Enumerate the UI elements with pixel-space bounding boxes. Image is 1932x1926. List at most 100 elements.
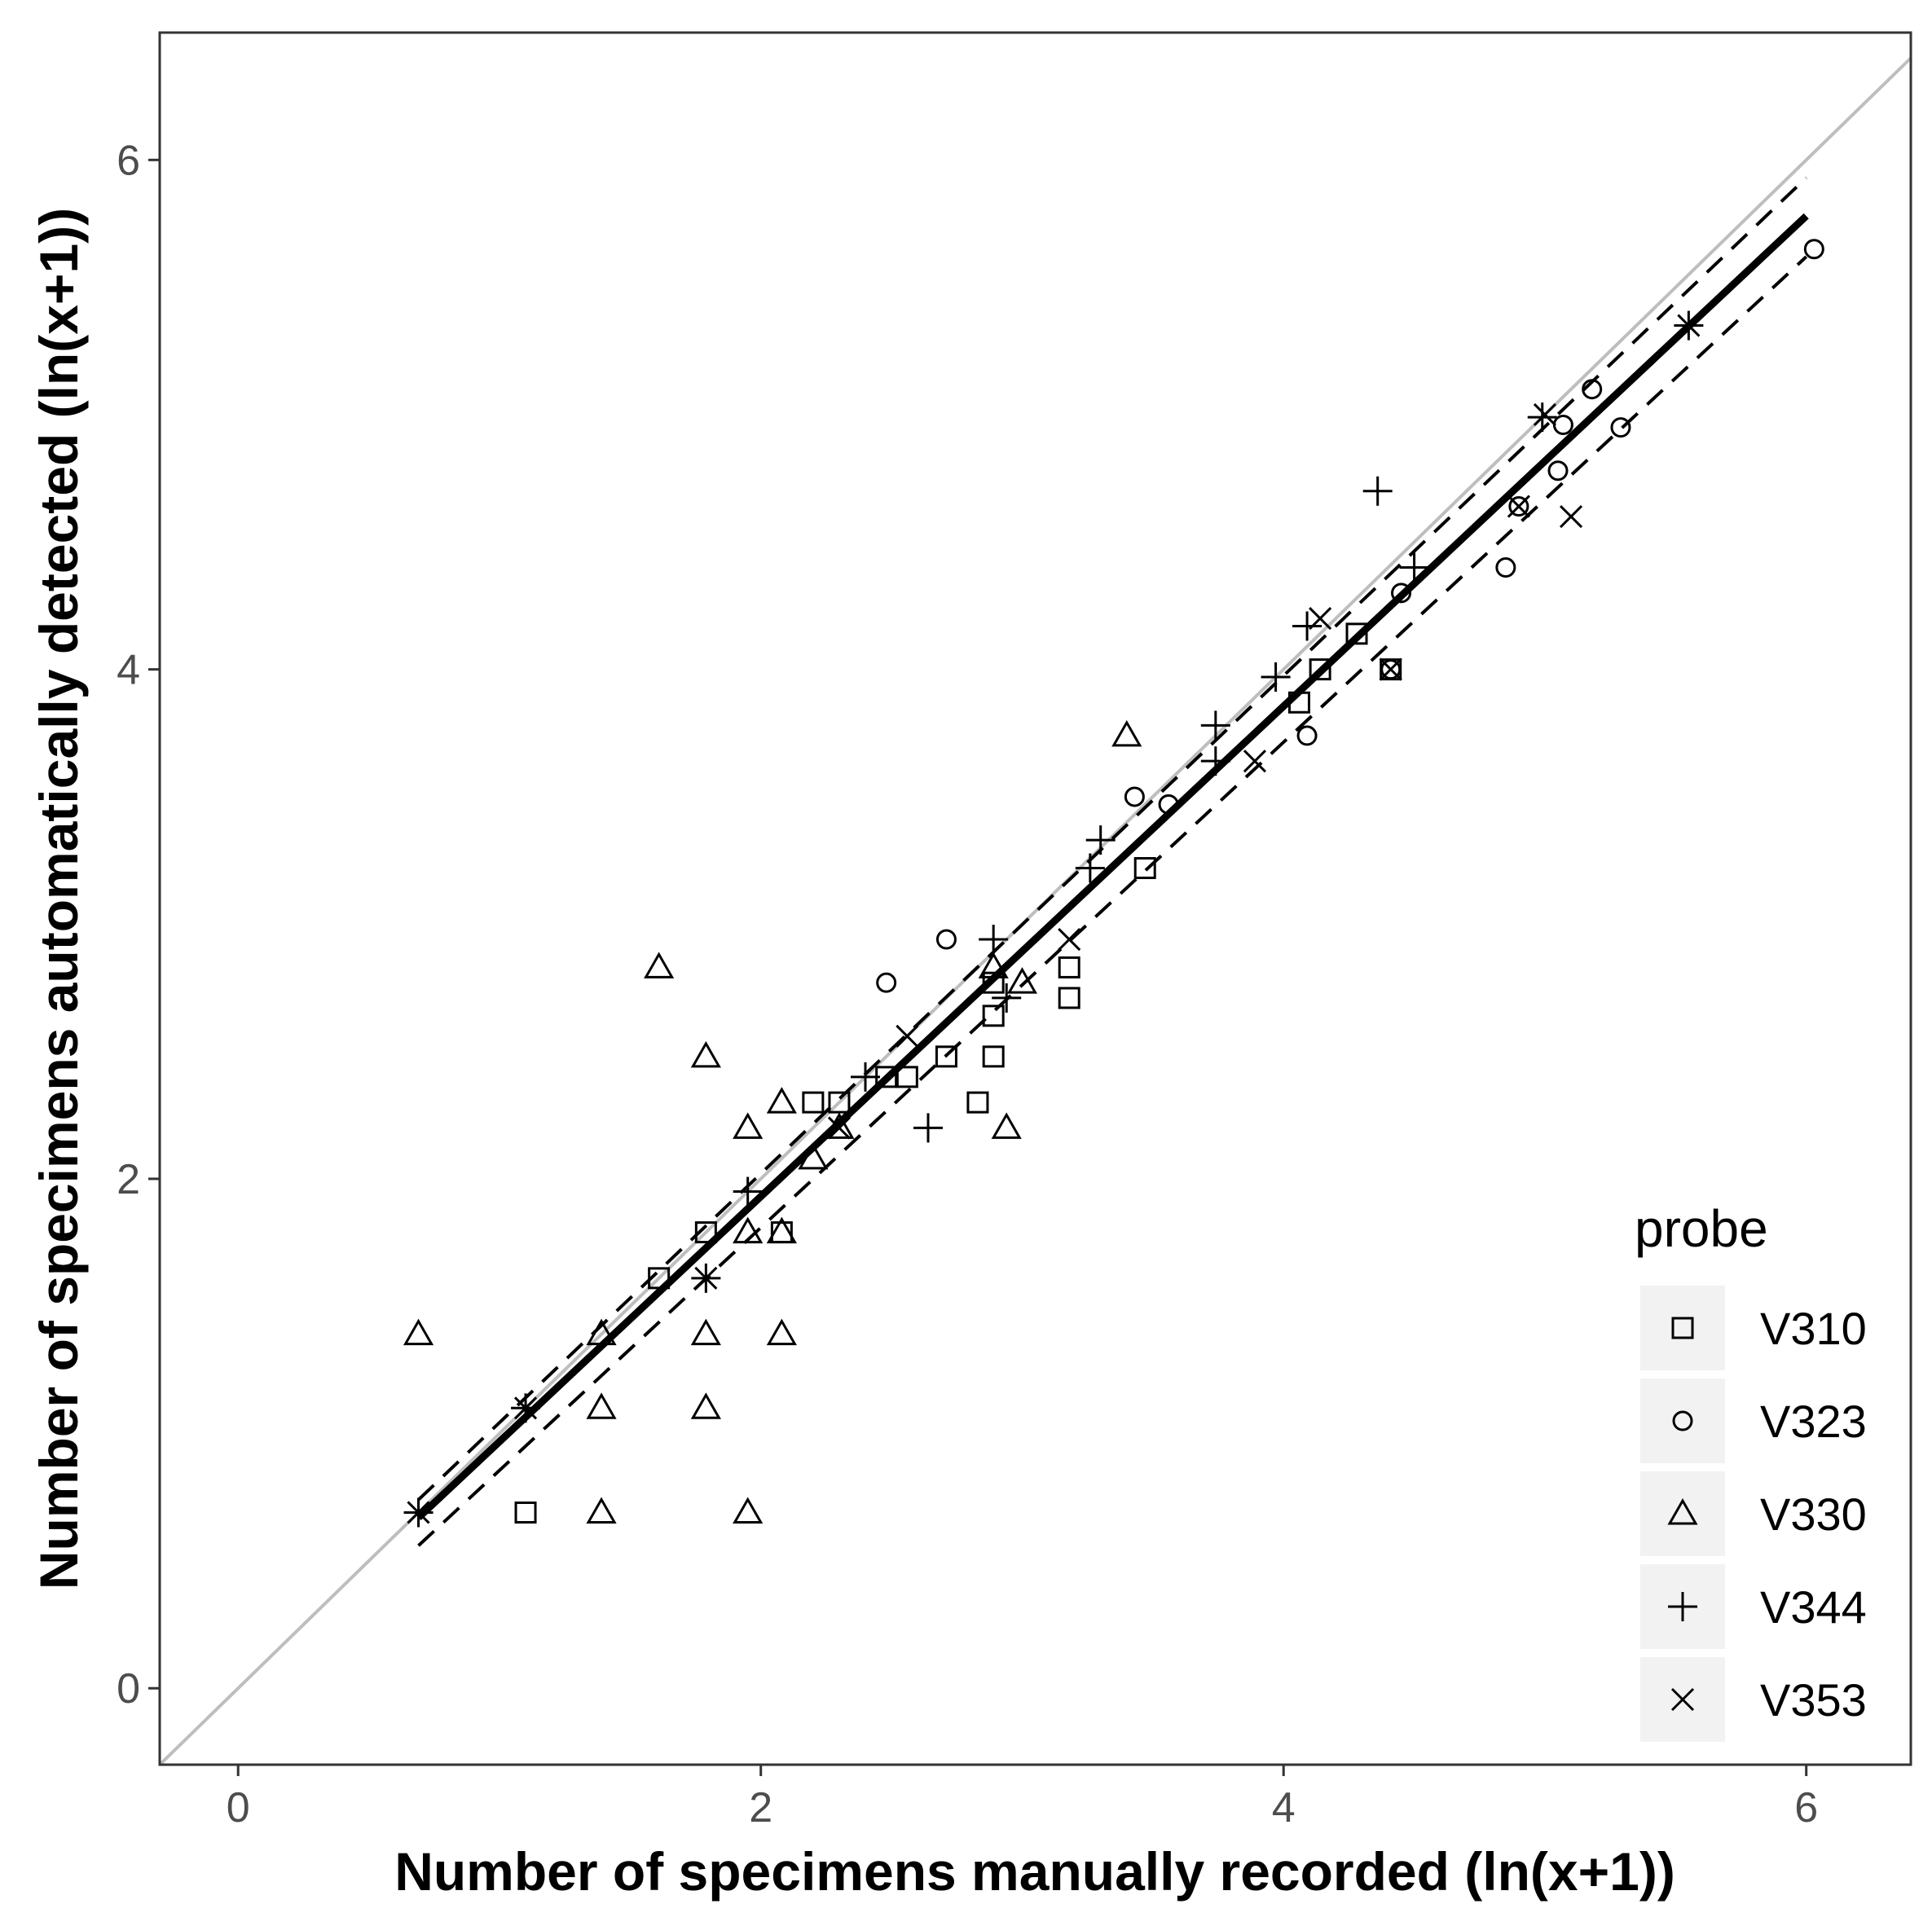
legend-symbol-v353-mark-b	[1670, 1687, 1695, 1712]
data-point-v310-8	[935, 1045, 957, 1068]
data-point-v330-19-mark	[1111, 719, 1142, 747]
data-point-v330-16	[978, 952, 1009, 978]
data-point-v310-14-mark	[1058, 956, 1080, 978]
data-point-v330-15-mark	[824, 1112, 855, 1139]
data-point-v330-18	[1006, 967, 1038, 994]
data-point-v330-11-mark	[766, 1318, 797, 1346]
legend-symbol-v323-mark	[1672, 1410, 1693, 1431]
data-point-v310-0	[514, 1501, 537, 1524]
data-point-v310-5-mark	[828, 1091, 851, 1114]
data-point-v310-12-mark	[982, 971, 1005, 994]
data-point-v353-12	[1533, 402, 1557, 427]
data-point-v323-10	[1582, 379, 1603, 400]
data-point-v353-9	[1507, 495, 1530, 518]
data-point-v330-13	[766, 1087, 797, 1114]
x-axis-title: Number of specimens manually recorded (l…	[394, 1841, 1675, 1902]
data-point-v323-10-mark	[1582, 379, 1603, 400]
data-point-v310-10	[982, 1045, 1005, 1068]
data-point-v323-3	[1158, 794, 1179, 815]
data-point-v330-16-mark	[978, 952, 1009, 978]
data-point-v330-19	[1111, 719, 1142, 747]
data-point-v310-0-mark	[514, 1501, 537, 1524]
data-point-v353-10-mark-b	[1559, 504, 1583, 529]
data-point-v344-4	[851, 1062, 881, 1092]
data-point-v330-4	[644, 952, 675, 978]
data-point-v310-10-mark	[982, 1045, 1005, 1068]
data-point-v353-11	[1677, 314, 1701, 337]
data-point-v323-0	[876, 972, 897, 993]
data-point-v310-7-mark	[896, 1066, 918, 1088]
data-point-v353-6	[1243, 750, 1266, 773]
data-point-v323-6	[1495, 557, 1516, 578]
plot-border	[158, 31, 1912, 1766]
data-point-v310-16-mark	[1287, 691, 1310, 714]
data-point-v330-14	[798, 1142, 829, 1170]
data-point-v344-14	[1362, 476, 1393, 506]
data-point-v310-9-mark	[966, 1091, 989, 1114]
x-tick-label-4: 4	[1272, 1784, 1296, 1831]
data-point-v310-17	[1309, 658, 1331, 681]
data-point-v310-2-mark	[694, 1221, 717, 1244]
legend-title: probe	[1635, 1199, 1768, 1258]
data-point-v323-13	[1380, 659, 1402, 680]
data-point-v353-3-mark-b	[827, 1116, 852, 1140]
legend-entry-v353: V353	[1640, 1657, 1867, 1742]
data-point-v330-7-mark	[690, 1040, 721, 1068]
series-v330	[403, 719, 1142, 1524]
data-point-v330-8	[733, 1497, 764, 1524]
data-point-v353-6-mark-b	[1243, 750, 1266, 773]
data-point-v323-7	[1508, 496, 1529, 517]
data-point-v323-4	[1296, 725, 1318, 746]
data-point-v330-10-mark	[733, 1112, 764, 1139]
data-point-v344-15	[1399, 552, 1429, 583]
y-tick-label-4: 4	[117, 647, 140, 694]
data-point-v323-3-mark	[1158, 794, 1179, 815]
data-point-v344-9	[1085, 825, 1116, 855]
data-point-v310-17-mark	[1309, 658, 1331, 681]
data-point-v310-5	[828, 1091, 851, 1114]
data-point-v330-12	[766, 1216, 797, 1244]
data-point-v344-10	[1200, 746, 1230, 776]
data-point-v330-13-mark	[766, 1087, 797, 1114]
data-point-v330-2-mark	[586, 1392, 617, 1419]
data-point-v323-8-mark	[1547, 460, 1569, 482]
data-point-v323-5-mark	[1391, 583, 1412, 604]
legend-label-v310: V310	[1760, 1303, 1867, 1354]
data-point-v330-5-mark	[690, 1392, 721, 1419]
data-point-v353-11-mark-b	[1677, 314, 1701, 337]
data-point-v330-1-mark	[586, 1497, 617, 1524]
data-point-v330-9-mark	[733, 1216, 764, 1244]
data-point-v310-7	[896, 1066, 918, 1088]
legend-entry-v344: V344	[1640, 1564, 1867, 1649]
data-point-v330-3	[586, 1318, 617, 1346]
data-point-v353-9-mark-b	[1507, 495, 1530, 518]
data-point-v310-1	[648, 1267, 671, 1290]
data-point-v353-3	[827, 1116, 852, 1140]
data-point-v353-1	[513, 1396, 538, 1420]
data-point-v330-1	[586, 1497, 617, 1524]
legend-label-v323: V323	[1760, 1396, 1867, 1447]
data-point-v330-4-mark	[644, 952, 675, 978]
data-point-v310-15-mark	[1133, 856, 1156, 879]
data-point-v310-15	[1133, 856, 1156, 879]
data-point-v310-13	[1058, 987, 1080, 1009]
data-point-v310-4	[802, 1091, 825, 1114]
data-point-v323-1	[935, 929, 957, 950]
data-point-v323-13-mark	[1380, 659, 1402, 680]
data-point-v310-14	[1058, 956, 1080, 978]
x-tick-label-6: 6	[1794, 1784, 1818, 1831]
data-point-v353-7	[1309, 607, 1332, 631]
data-point-v353-5-mark-b	[1058, 927, 1081, 952]
data-point-v323-6-mark	[1495, 557, 1516, 578]
data-point-v353-1-mark-b	[513, 1396, 538, 1420]
data-point-v353-5	[1058, 927, 1081, 952]
legend-key-v330	[1640, 1471, 1725, 1556]
plot-panel	[160, 33, 1911, 1765]
data-point-v330-14-mark	[798, 1142, 829, 1170]
data-point-v344-12	[1261, 662, 1291, 692]
data-point-v330-7	[690, 1040, 721, 1068]
y-axis-title: Number of specimens automatically detect…	[29, 208, 89, 1590]
y-tick-label-2: 2	[117, 1156, 140, 1203]
data-point-v310-4-mark	[802, 1091, 825, 1114]
